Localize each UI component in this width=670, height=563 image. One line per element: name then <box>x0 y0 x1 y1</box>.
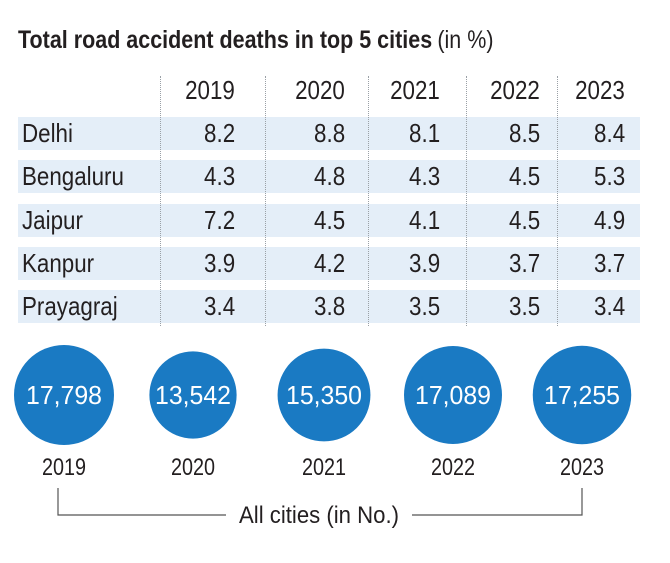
table-cell: 3.5 <box>508 291 540 321</box>
column-divider <box>466 76 467 326</box>
row-label: Jaipur <box>22 205 83 235</box>
table-cell: 4.9 <box>593 205 625 235</box>
row-label: Delhi <box>22 118 73 148</box>
table-cell: 4.5 <box>508 161 540 191</box>
column-header: 2021 <box>390 75 440 105</box>
bubble <box>277 348 371 442</box>
column-divider <box>265 76 266 326</box>
bracket-line <box>57 488 583 516</box>
bubble <box>14 345 114 445</box>
table-cell: 3.7 <box>593 248 625 278</box>
table-cell: 4.5 <box>508 205 540 235</box>
table-cell: 4.2 <box>313 248 345 278</box>
row-band <box>18 204 640 237</box>
column-header: 2020 <box>295 75 345 105</box>
row-band <box>18 290 640 323</box>
table-cell: 3.9 <box>408 248 440 278</box>
column-divider <box>557 76 558 326</box>
bubble-axis-label: All cities (in No.) <box>239 502 399 529</box>
table-cell: 5.3 <box>593 161 625 191</box>
year-label: 2023 <box>560 454 604 481</box>
column-divider <box>368 76 369 326</box>
table-cell: 8.4 <box>593 118 625 148</box>
bubble-value-label: 17,255 <box>544 380 620 410</box>
bubble-value-label: 13,542 <box>155 380 231 410</box>
table-cell: 4.3 <box>203 161 235 191</box>
table-cell: 7.2 <box>203 205 235 235</box>
column-divider <box>160 76 161 326</box>
table-cell: 8.2 <box>203 118 235 148</box>
table-cell: 3.4 <box>593 291 625 321</box>
table-cell: 3.8 <box>313 291 345 321</box>
bubble <box>532 345 632 445</box>
table-cell: 3.5 <box>408 291 440 321</box>
title-text: Total road accident deaths in top 5 citi… <box>18 26 433 54</box>
table-cell: 8.1 <box>408 118 440 148</box>
table-cell: 3.7 <box>508 248 540 278</box>
row-band <box>18 117 640 150</box>
chart-title: Total road accident deaths in top 5 citi… <box>18 26 493 55</box>
column-header: 2023 <box>575 75 625 105</box>
year-label: 2019 <box>42 454 86 481</box>
row-label: Bengaluru <box>22 161 124 191</box>
row-band <box>18 247 640 280</box>
bubble-value-label: 17,089 <box>415 380 491 410</box>
row-band <box>18 160 640 193</box>
table-cell: 8.8 <box>313 118 345 148</box>
table-cell: 4.1 <box>408 205 440 235</box>
row-label: Prayagraj <box>22 291 118 321</box>
table-cell: 3.9 <box>203 248 235 278</box>
year-label: 2022 <box>431 454 475 481</box>
year-label: 2020 <box>171 454 215 481</box>
table-cell: 3.4 <box>203 291 235 321</box>
title-unit: (in %) <box>437 26 494 54</box>
table-cell: 4.5 <box>313 205 345 235</box>
table-cell: 4.8 <box>313 161 345 191</box>
table-cell: 4.3 <box>408 161 440 191</box>
column-header: 2022 <box>490 75 540 105</box>
bubble <box>149 351 237 439</box>
bubble-value-label: 17,798 <box>26 380 102 410</box>
column-header: 2019 <box>185 75 235 105</box>
year-label: 2021 <box>302 454 346 481</box>
bubble <box>404 346 502 444</box>
row-label: Kanpur <box>22 248 95 278</box>
bubble-value-label: 15,350 <box>286 380 362 410</box>
table-cell: 8.5 <box>508 118 540 148</box>
